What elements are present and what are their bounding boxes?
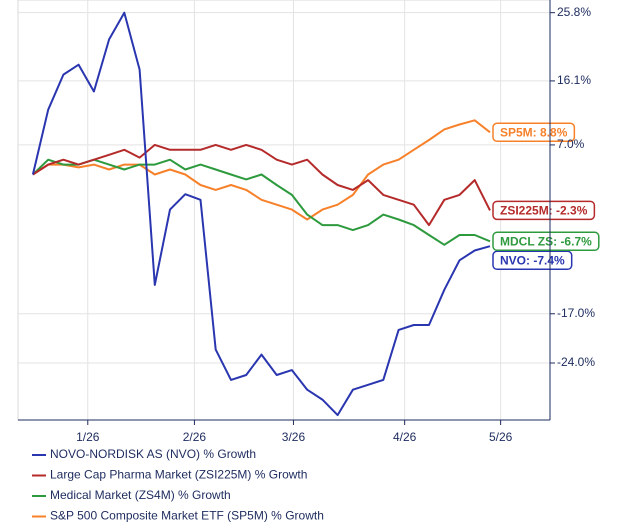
end-label-text: ZSI225M: -2.3% xyxy=(500,204,588,218)
plot-area xyxy=(17,0,551,421)
end-label-box xyxy=(492,250,573,271)
series-line xyxy=(32,143,491,227)
end-label: SP5M: 8.8% xyxy=(492,122,576,143)
x-tick-label: 2/26 xyxy=(183,430,207,444)
end-label-text: NVO: -7.4% xyxy=(500,253,565,267)
end-label-text: SP5M: 8.8% xyxy=(500,125,568,139)
y-tick-label: -24.0% xyxy=(557,355,595,369)
series-line xyxy=(32,119,491,221)
end-label-text: MDCL ZS: -6.7% xyxy=(500,234,592,248)
end-label: MDCL ZS: -6.7% xyxy=(492,231,600,252)
end-label: NVO: -7.4% xyxy=(492,250,573,271)
end-label-box xyxy=(492,231,600,252)
legend-label: Large Cap Pharma Market (ZSI225M) % Grow… xyxy=(50,468,307,482)
series-line xyxy=(31,11,491,417)
y-tick-label: 25.8% xyxy=(557,5,591,19)
y-tick-label: 7.0% xyxy=(557,137,585,151)
x-tick-label: 5/26 xyxy=(489,430,513,444)
end-label-box xyxy=(492,200,596,221)
legend-label: NOVO-NORDISK AS (NVO) % Growth xyxy=(50,447,256,461)
series-line xyxy=(32,158,491,246)
end-label: ZSI225M: -2.3% xyxy=(492,200,596,221)
x-tick-label: 1/26 xyxy=(76,430,100,444)
x-tick-label: 3/26 xyxy=(282,430,306,444)
grid xyxy=(18,0,550,420)
end-label-box xyxy=(492,122,576,143)
legend-label: S&P 500 Composite Market ETF (SP5M) % Gr… xyxy=(50,509,324,523)
x-tick-label: 4/26 xyxy=(393,430,417,444)
y-tick-label: 16.1% xyxy=(557,73,591,87)
legend: NOVO-NORDISK AS (NVO) % Growth Large Cap … xyxy=(32,447,324,523)
lines xyxy=(31,11,491,417)
legend-label: Medical Market (ZS4M) % Growth xyxy=(50,488,231,502)
y-tick-label: -17.0% xyxy=(557,306,595,320)
end-labels: NVO: -7.4% ZSI225M: -2.3% MDCL ZS: -6.7% SP… xyxy=(492,122,600,271)
